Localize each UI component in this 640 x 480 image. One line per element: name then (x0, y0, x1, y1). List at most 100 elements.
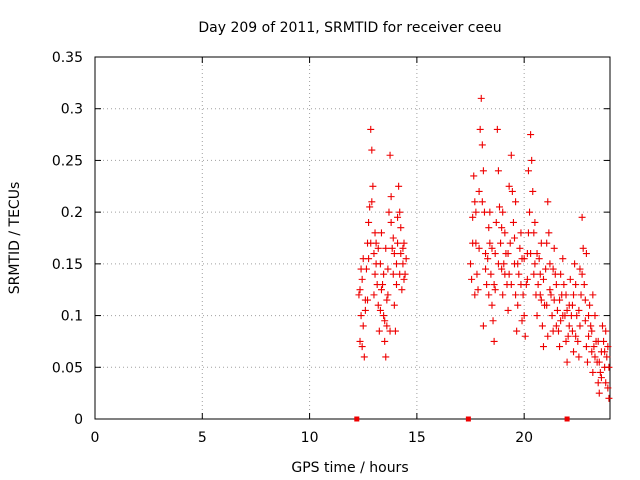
data-point (357, 312, 365, 320)
data-point (366, 203, 374, 211)
x-tick-label: 0 (91, 430, 100, 446)
data-point (367, 125, 375, 133)
data-point (494, 260, 502, 268)
data-point (553, 306, 561, 314)
data-point (486, 239, 494, 247)
data-point (563, 358, 571, 366)
plot-frame (94, 56, 611, 420)
data-point (475, 187, 483, 195)
data-point (568, 301, 576, 309)
data-point (371, 270, 379, 278)
data-point (386, 327, 394, 335)
data-point (521, 332, 529, 340)
data-point (601, 348, 609, 356)
data-point (395, 182, 403, 190)
data-point (594, 337, 602, 345)
data-point (358, 343, 366, 351)
data-point (479, 167, 487, 175)
data-point (380, 270, 388, 278)
data-point (501, 270, 509, 278)
y-tick-label: 0.1 (61, 309, 83, 325)
data-point (597, 374, 605, 382)
data-point (560, 281, 568, 289)
data-point (383, 296, 391, 304)
data-point (468, 275, 476, 283)
data-point (385, 208, 393, 216)
data-point (570, 291, 578, 299)
data-point (530, 229, 538, 237)
data-point (471, 291, 479, 299)
data-point (574, 337, 582, 345)
data-point (528, 156, 536, 164)
data-point (530, 270, 538, 278)
baseline-marker (354, 416, 360, 422)
data-point (552, 322, 560, 330)
data-point (524, 167, 532, 175)
y-tick-label: 0.3 (61, 102, 83, 118)
data-point (474, 286, 482, 294)
data-point (581, 317, 589, 325)
data-point (382, 353, 390, 361)
tick-marks (94, 56, 610, 420)
data-point (390, 250, 398, 258)
data-point (605, 394, 613, 402)
data-point (497, 239, 505, 247)
data-point (546, 260, 554, 268)
data-point (515, 270, 523, 278)
data-point (504, 250, 512, 258)
data-point (549, 265, 557, 273)
data-point (400, 275, 408, 283)
data-point (387, 193, 395, 201)
data-point (392, 260, 400, 268)
data-point (578, 270, 586, 278)
data-point (555, 327, 562, 335)
data-point (547, 291, 555, 299)
x-tick-labels: 0 5 10 15 20 (91, 430, 534, 446)
data-point (371, 229, 379, 237)
data-point (531, 218, 539, 226)
data-point (589, 368, 597, 376)
data-point (501, 229, 509, 237)
data-point (589, 291, 597, 299)
data-point (511, 234, 519, 242)
data-point (477, 94, 485, 102)
data-point (533, 250, 541, 258)
data-point (595, 389, 603, 397)
data-point (517, 281, 525, 289)
axes (94, 56, 611, 420)
data-point (539, 343, 547, 351)
data-point (538, 322, 546, 330)
data-point (482, 265, 490, 273)
data-point (583, 358, 591, 366)
data-point (582, 343, 590, 351)
data-point (383, 322, 391, 330)
data-point (586, 301, 594, 309)
data-point (380, 312, 388, 320)
data-point (368, 146, 376, 154)
data-point (478, 198, 486, 206)
data-point (364, 296, 372, 304)
data-point (580, 281, 588, 289)
data-point (557, 317, 565, 325)
data-point (523, 275, 531, 283)
grid-lines (95, 57, 610, 419)
data-point (358, 275, 366, 283)
data-point (386, 151, 394, 159)
y-axis-label: SRMTID / TECUs (7, 182, 23, 295)
data-point (585, 332, 593, 340)
data-point (564, 332, 572, 340)
data-point (556, 343, 564, 351)
data-point (381, 317, 389, 325)
data-point (397, 224, 405, 232)
data-point (562, 337, 570, 345)
data-point (367, 239, 375, 247)
data-point (536, 270, 544, 278)
data-point (470, 172, 478, 180)
data-point (472, 208, 480, 216)
data-point (498, 265, 506, 273)
data-point (516, 244, 524, 252)
data-point (355, 291, 363, 299)
data-point (381, 337, 389, 345)
